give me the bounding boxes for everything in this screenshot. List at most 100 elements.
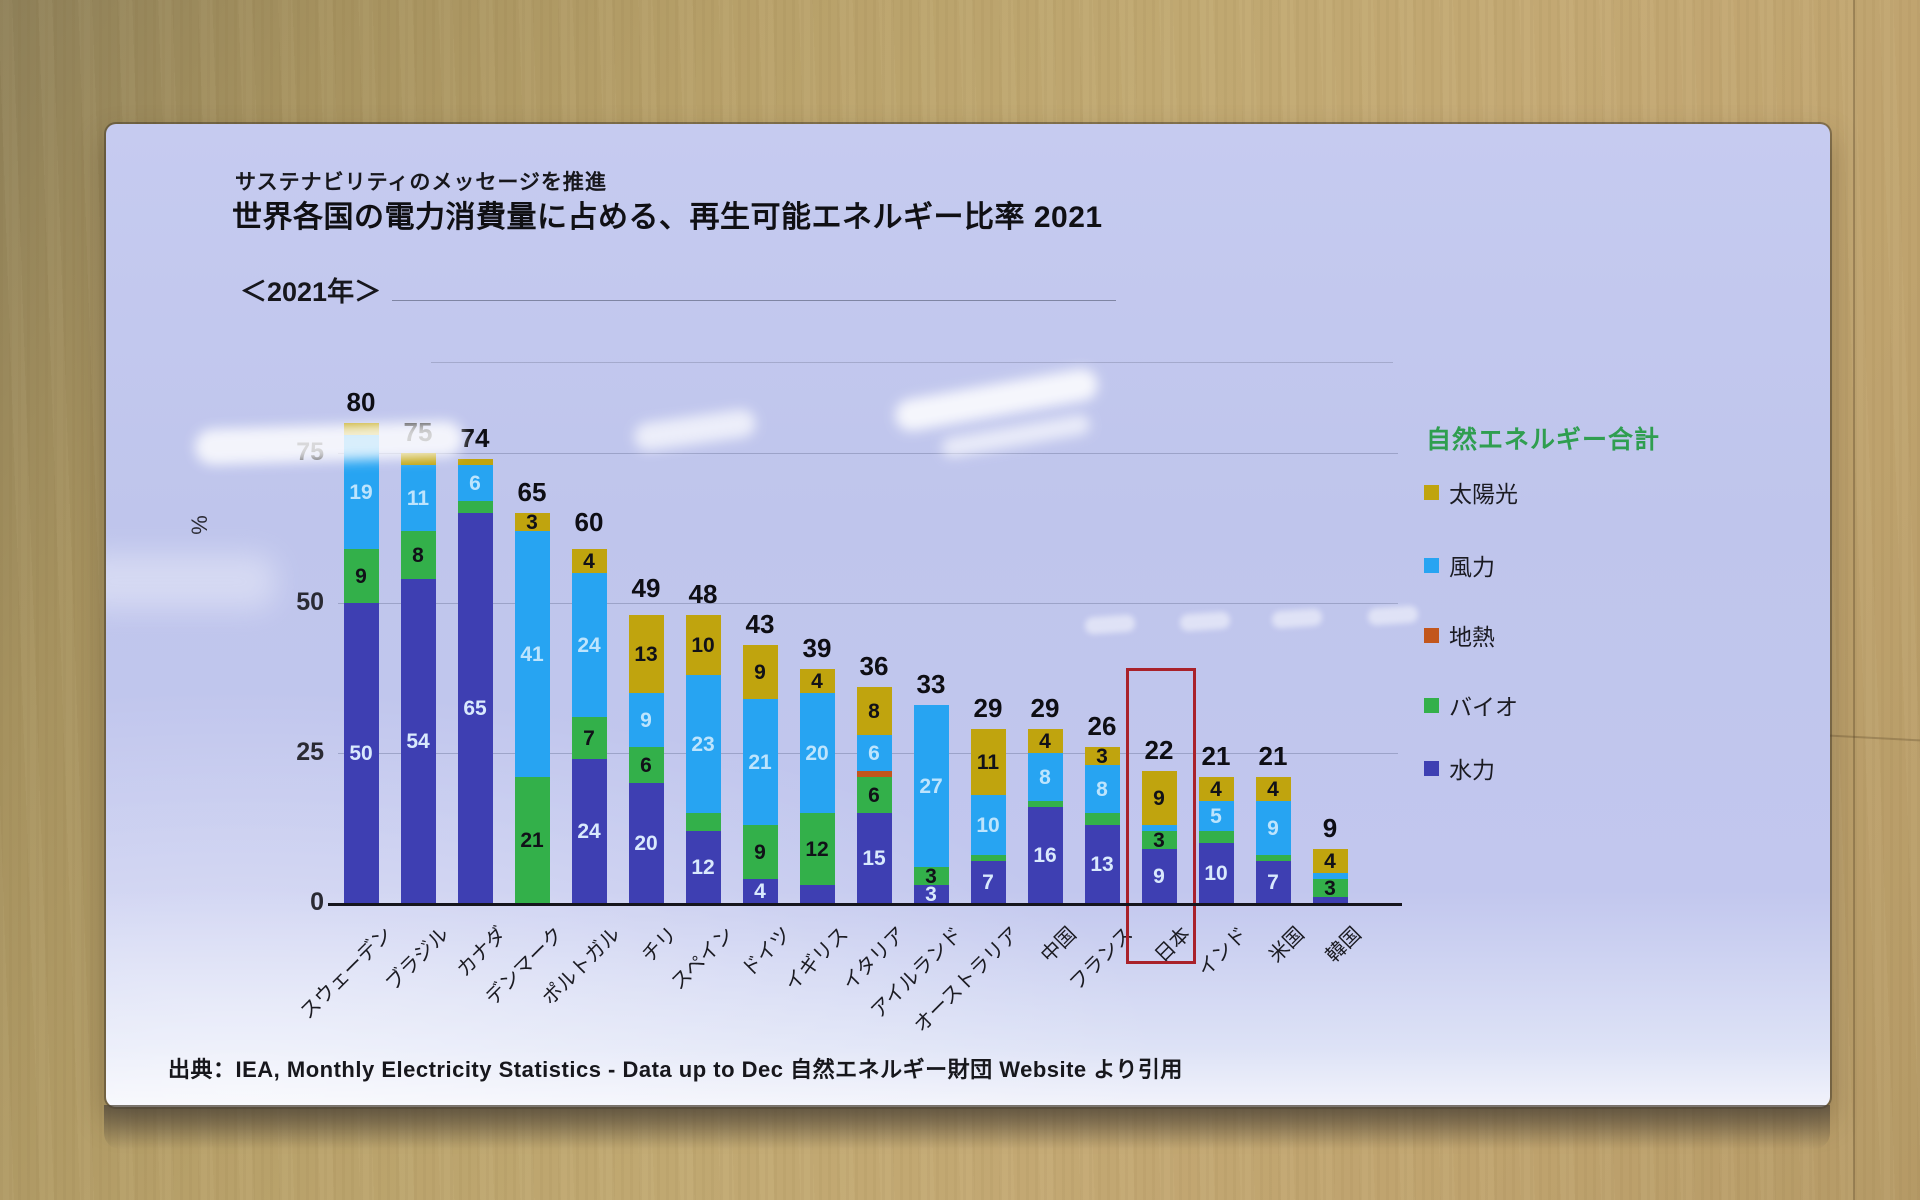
legend-item-geothermal: 地熱	[1424, 618, 1495, 652]
bar-segment-solar	[457, 459, 493, 465]
bar: 24 7 24 4	[571, 549, 607, 903]
wood-seam	[1853, 0, 1855, 1200]
y-axis-unit-label: %	[186, 515, 212, 535]
bar-segment-bio: 12	[799, 813, 835, 885]
segment-value-label: 11	[976, 750, 1000, 774]
segment-value-label: 5	[1210, 804, 1222, 828]
bar-total-label: 80	[346, 387, 376, 417]
display-screen: サステナビリティのメッセージを推進 世界各国の電力消費量に占める、再生可能エネル…	[106, 124, 1830, 1107]
bar-segment-bio: 9	[742, 825, 778, 879]
y-tick-label: 75	[296, 438, 324, 466]
bar-total-label: 49	[631, 573, 661, 603]
segment-value-label: 19	[349, 480, 373, 504]
bar-segment-bio	[1084, 813, 1120, 825]
segment-value-label: 4	[1039, 729, 1051, 753]
bar-total-label: 39	[802, 633, 832, 663]
bar-segment-bio	[685, 813, 721, 831]
bar-total-label: 21	[1258, 741, 1288, 771]
bar-total-label: 33	[916, 669, 946, 699]
segment-value-label: 12	[805, 837, 829, 861]
legend-item-wind: 風力	[1424, 548, 1495, 582]
bar-segment-solar: 3	[514, 512, 550, 533]
source-note: 出典：IEA, Monthly Electricity Statistics -…	[168, 1057, 1183, 1082]
segment-value-label: 9	[754, 660, 766, 684]
year-label: ＜2021年＞	[240, 277, 382, 307]
bar-segment-wind: 27	[913, 705, 949, 867]
bar-segment-wind: 10	[970, 795, 1006, 855]
wood-seam	[1830, 734, 1920, 742]
segment-value-label: 7	[1267, 870, 1279, 894]
segment-value-label: 15	[862, 846, 886, 870]
segment-value-label: 9	[754, 840, 766, 864]
hydro-swatch	[1424, 760, 1439, 776]
segment-value-label: 4	[1324, 849, 1336, 873]
bar-segment-hydro: 10	[1198, 843, 1234, 903]
segment-value-label: 10	[1204, 861, 1228, 885]
bar-total-label: 65	[517, 477, 547, 507]
bar-total-label: 43	[745, 609, 775, 639]
segment-value-label: 13	[634, 642, 658, 666]
segment-value-label: 6	[469, 471, 481, 495]
bar-segment-hydro: 7	[1255, 861, 1291, 903]
segment-value-label: 12	[691, 855, 715, 879]
segment-value-label: 27	[919, 774, 943, 798]
bar-segment-wind: 24	[571, 573, 607, 717]
bar: 65 6	[457, 459, 493, 903]
bar-segment-hydro: 50	[343, 603, 379, 903]
legend-item-hydro: 水力	[1424, 751, 1495, 785]
bar-segment-hydro: 13	[1084, 825, 1120, 903]
bar-segment-wind: 8	[1084, 765, 1120, 813]
slide-title: 世界各国の電力消費量に占める、再生可能エネルギー比率 2021	[232, 201, 1103, 234]
bar: 21 41 3	[514, 512, 550, 903]
bar-total-label: 21	[1201, 741, 1231, 771]
bar-total-label: 26	[1087, 711, 1117, 741]
segment-value-label: 20	[805, 741, 829, 765]
screen-shadow	[104, 1105, 1830, 1149]
country-label: インド	[1193, 923, 1252, 982]
segment-value-label: 4	[1210, 777, 1222, 801]
bar: 54 8 11	[400, 453, 436, 903]
x-axis-line	[328, 903, 1402, 906]
bar-segment-bio: 3	[1312, 878, 1348, 899]
legend-label: 太陽光	[1449, 481, 1518, 507]
bar-total-label: 9	[1322, 813, 1338, 843]
bar: 15 6 6 8	[856, 687, 892, 903]
wind-swatch	[1424, 557, 1439, 573]
grid-line	[338, 603, 1398, 604]
bar: 4 9 21 9	[742, 645, 778, 903]
bar-segment-bio: 6	[628, 747, 664, 783]
legend-item-solar: 太陽光	[1424, 475, 1518, 509]
y-tick-label: 50	[296, 588, 324, 616]
segment-value-label: 6	[868, 783, 880, 807]
bar-segment-wind: 20	[799, 693, 835, 813]
segment-value-label: 8	[412, 543, 424, 567]
legend-label: 水力	[1449, 757, 1495, 783]
country-label: 韓国	[1321, 923, 1366, 968]
bar-segment-wind: 5	[1198, 801, 1234, 831]
segment-value-label: 50	[349, 741, 373, 765]
segment-value-label: 7	[583, 726, 595, 750]
legend-label: バイオ	[1449, 694, 1518, 720]
bar-segment-hydro: 20	[628, 783, 664, 903]
bar-segment-hydro: 16	[1027, 807, 1063, 903]
segment-value-label: 4	[1267, 777, 1279, 801]
bar-segment-bio: 3	[1141, 830, 1177, 851]
segment-value-label: 7	[982, 870, 994, 894]
segment-value-label: 24	[577, 819, 601, 843]
bar-segment-hydro: 4	[742, 879, 778, 903]
bar: 10 5 4	[1198, 777, 1234, 903]
solar-swatch	[1424, 484, 1439, 500]
bar-segment-solar: 3	[1084, 746, 1120, 767]
bar-segment-bio: 8	[400, 531, 436, 579]
bar-segment-hydro: 65	[457, 513, 493, 903]
segment-value-label: 9	[1153, 864, 1165, 888]
bar-segment-bio	[457, 501, 493, 513]
segment-value-label: 11	[406, 486, 430, 510]
bar-total-label: 60	[574, 507, 604, 537]
bar-total-label: 29	[1030, 693, 1060, 723]
bar-segment-solar: 9	[1141, 771, 1177, 825]
bar: 13 8 3	[1084, 746, 1120, 903]
bar-segment-solar: 4	[1255, 777, 1291, 801]
segment-value-label: 16	[1033, 843, 1057, 867]
y-tick-label: 25	[296, 738, 324, 766]
